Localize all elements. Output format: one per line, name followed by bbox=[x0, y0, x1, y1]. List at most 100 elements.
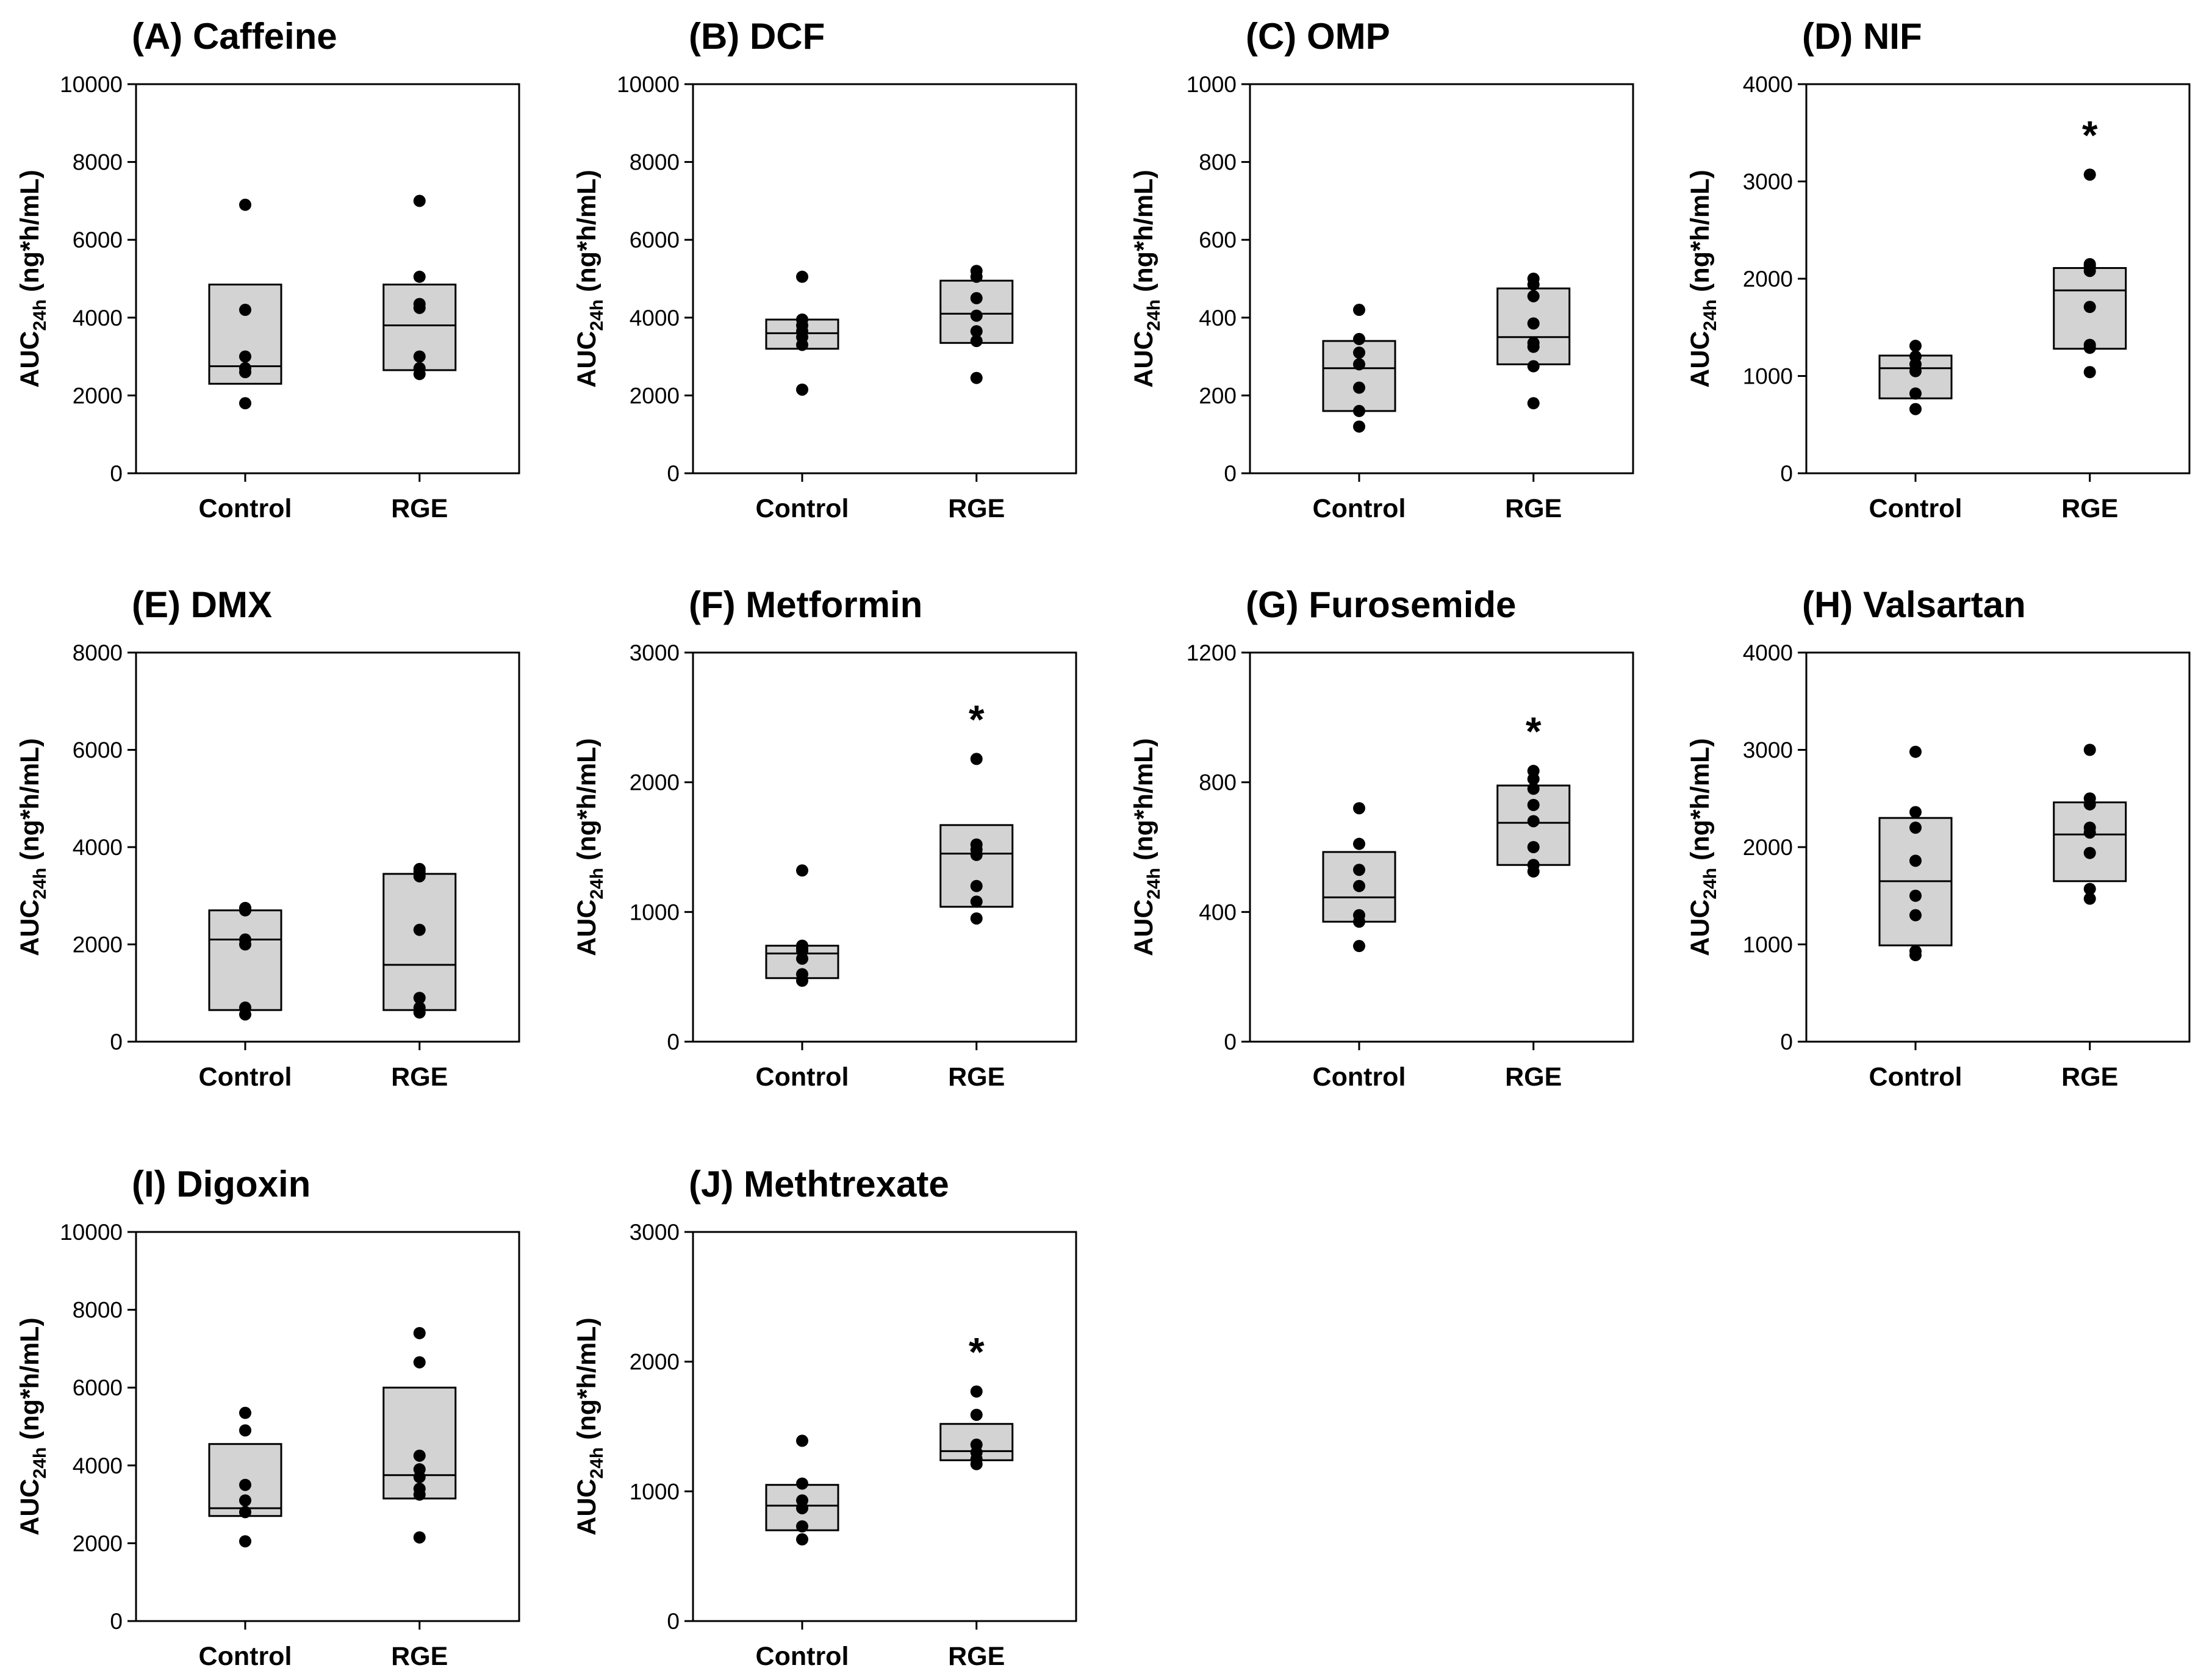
data-point bbox=[413, 1483, 426, 1495]
chart-panel-7: (H) Valsartan 0 1000 2000 3000 4000 AUC24h (ng… bbox=[1686, 584, 2191, 1092]
x-category-label: RGE bbox=[948, 494, 1005, 523]
y-tick-label: 8000 bbox=[630, 150, 680, 175]
data-point bbox=[239, 304, 251, 317]
y-tick-label: 3000 bbox=[1743, 738, 1793, 763]
y-tick-label: 0 bbox=[110, 461, 123, 486]
x-category-label: Control bbox=[1869, 1062, 1962, 1092]
data-point bbox=[970, 371, 983, 384]
data-point bbox=[1527, 765, 1540, 778]
data-point bbox=[2083, 847, 2096, 859]
data-point bbox=[2083, 338, 2096, 351]
y-tick-label: 6000 bbox=[630, 227, 680, 252]
y-tick-label: 0 bbox=[1224, 461, 1237, 486]
y-tick-label: 1000 bbox=[1743, 933, 1793, 958]
data-point bbox=[970, 1385, 983, 1398]
data-point bbox=[1909, 340, 1922, 353]
significance-marker: * bbox=[969, 696, 985, 742]
y-tick-label: 0 bbox=[1224, 1029, 1237, 1054]
significance-marker: * bbox=[1526, 709, 1542, 754]
data-point bbox=[413, 1326, 426, 1339]
data-point bbox=[970, 292, 983, 304]
x-category-label: Control bbox=[756, 1642, 849, 1671]
data-point bbox=[413, 1356, 426, 1369]
data-point bbox=[1909, 822, 1922, 834]
y-axis-label-subscript: 24h bbox=[587, 868, 607, 900]
data-point bbox=[239, 1478, 251, 1491]
box-control bbox=[208, 909, 282, 1011]
y-tick-label: 2000 bbox=[1743, 267, 1793, 292]
data-point bbox=[1909, 806, 1922, 818]
data-point bbox=[239, 198, 251, 211]
y-axis-label: AUC24h (ng*h/mL) bbox=[1686, 170, 1720, 387]
y-axis-label-main: AUC bbox=[15, 900, 45, 956]
y-tick-label: 2000 bbox=[630, 383, 680, 408]
y-tick-label: 800 bbox=[1199, 770, 1237, 795]
data-point bbox=[413, 992, 426, 1004]
y-tick-label: 10000 bbox=[617, 72, 680, 97]
x-category-label: RGE bbox=[948, 1642, 1005, 1671]
chart-panel-1: (B) DCF 0 2000 4000 6000 8000 10000 AUC24h (ng*… bbox=[572, 16, 1077, 523]
significance-marker: * bbox=[2082, 112, 2098, 157]
data-point bbox=[1352, 420, 1365, 433]
y-tick-label: 1000 bbox=[630, 1479, 680, 1504]
data-point bbox=[795, 1494, 808, 1507]
data-point bbox=[1527, 798, 1540, 811]
data-point bbox=[239, 1535, 251, 1548]
y-tick-label: 0 bbox=[667, 1029, 680, 1054]
data-point bbox=[795, 1533, 808, 1546]
y-tick-label: 8000 bbox=[73, 640, 123, 665]
y-axis-label-unit: (ng*h/mL) bbox=[1129, 170, 1158, 299]
plot-frame bbox=[135, 1231, 520, 1622]
y-tick-label: 1000 bbox=[630, 900, 680, 925]
data-point bbox=[2083, 822, 2096, 834]
chart-panel-3: (D) NIF 0 1000 2000 3000 4000 AUC24h (ng*h/mL)… bbox=[1686, 16, 2191, 523]
chart-panel-8: (I) Digoxin 0 2000 4000 6000 8000 10000 AUC24h … bbox=[15, 1164, 520, 1671]
data-point bbox=[2083, 168, 2096, 181]
significance-marker: * bbox=[969, 1330, 985, 1375]
y-axis-label-main: AUC bbox=[572, 1479, 601, 1536]
data-point bbox=[413, 1449, 426, 1462]
data-point bbox=[1909, 945, 1922, 958]
box-rge bbox=[939, 824, 1014, 908]
y-axis-label-unit: (ng*h/mL) bbox=[572, 738, 601, 868]
data-point bbox=[1527, 841, 1540, 853]
y-tick-label: 6000 bbox=[73, 1375, 123, 1400]
y-axis-label-unit: (ng*h/mL) bbox=[572, 170, 601, 299]
y-axis-label-subscript: 24h bbox=[30, 299, 50, 331]
data-point bbox=[1352, 879, 1365, 892]
y-tick-label: 4000 bbox=[73, 835, 123, 860]
plot-frame bbox=[135, 651, 520, 1043]
chart-panel-0: (A) Caffeine 0 2000 4000 6000 8000 10000 AUC24h… bbox=[15, 16, 520, 523]
panel-title: (A) Caffeine bbox=[132, 16, 337, 57]
data-point bbox=[970, 1408, 983, 1421]
y-tick-label: 4000 bbox=[1743, 640, 1793, 665]
data-point bbox=[1909, 403, 1922, 415]
y-tick-label: 0 bbox=[110, 1609, 123, 1634]
data-point bbox=[795, 383, 808, 396]
plot-frame bbox=[692, 83, 1077, 474]
y-tick-label: 2000 bbox=[630, 1350, 680, 1375]
y-tick-label: 8000 bbox=[73, 1298, 123, 1323]
data-point bbox=[1527, 337, 1540, 349]
y-axis-label: AUC24h (ng*h/mL) bbox=[1129, 170, 1164, 387]
data-point bbox=[1352, 358, 1365, 371]
y-axis-label-main: AUC bbox=[572, 900, 601, 956]
data-point bbox=[1352, 404, 1365, 417]
x-category-label: RGE bbox=[1505, 494, 1562, 523]
data-point bbox=[239, 933, 251, 946]
y-tick-label: 2000 bbox=[73, 383, 123, 408]
y-tick-label: 0 bbox=[110, 1029, 123, 1054]
panel-title: (D) NIF bbox=[1802, 16, 1922, 57]
y-tick-label: 6000 bbox=[73, 227, 123, 252]
data-point bbox=[795, 1477, 808, 1490]
data-point bbox=[2083, 258, 2096, 271]
data-point bbox=[1527, 782, 1540, 795]
x-category-label: RGE bbox=[391, 494, 448, 523]
y-tick-label: 3000 bbox=[1743, 170, 1793, 195]
y-tick-label: 4000 bbox=[73, 306, 123, 331]
plot-frame bbox=[1805, 83, 2191, 474]
y-tick-label: 0 bbox=[667, 461, 680, 486]
y-tick-label: 2000 bbox=[73, 933, 123, 958]
data-point bbox=[413, 1001, 426, 1014]
